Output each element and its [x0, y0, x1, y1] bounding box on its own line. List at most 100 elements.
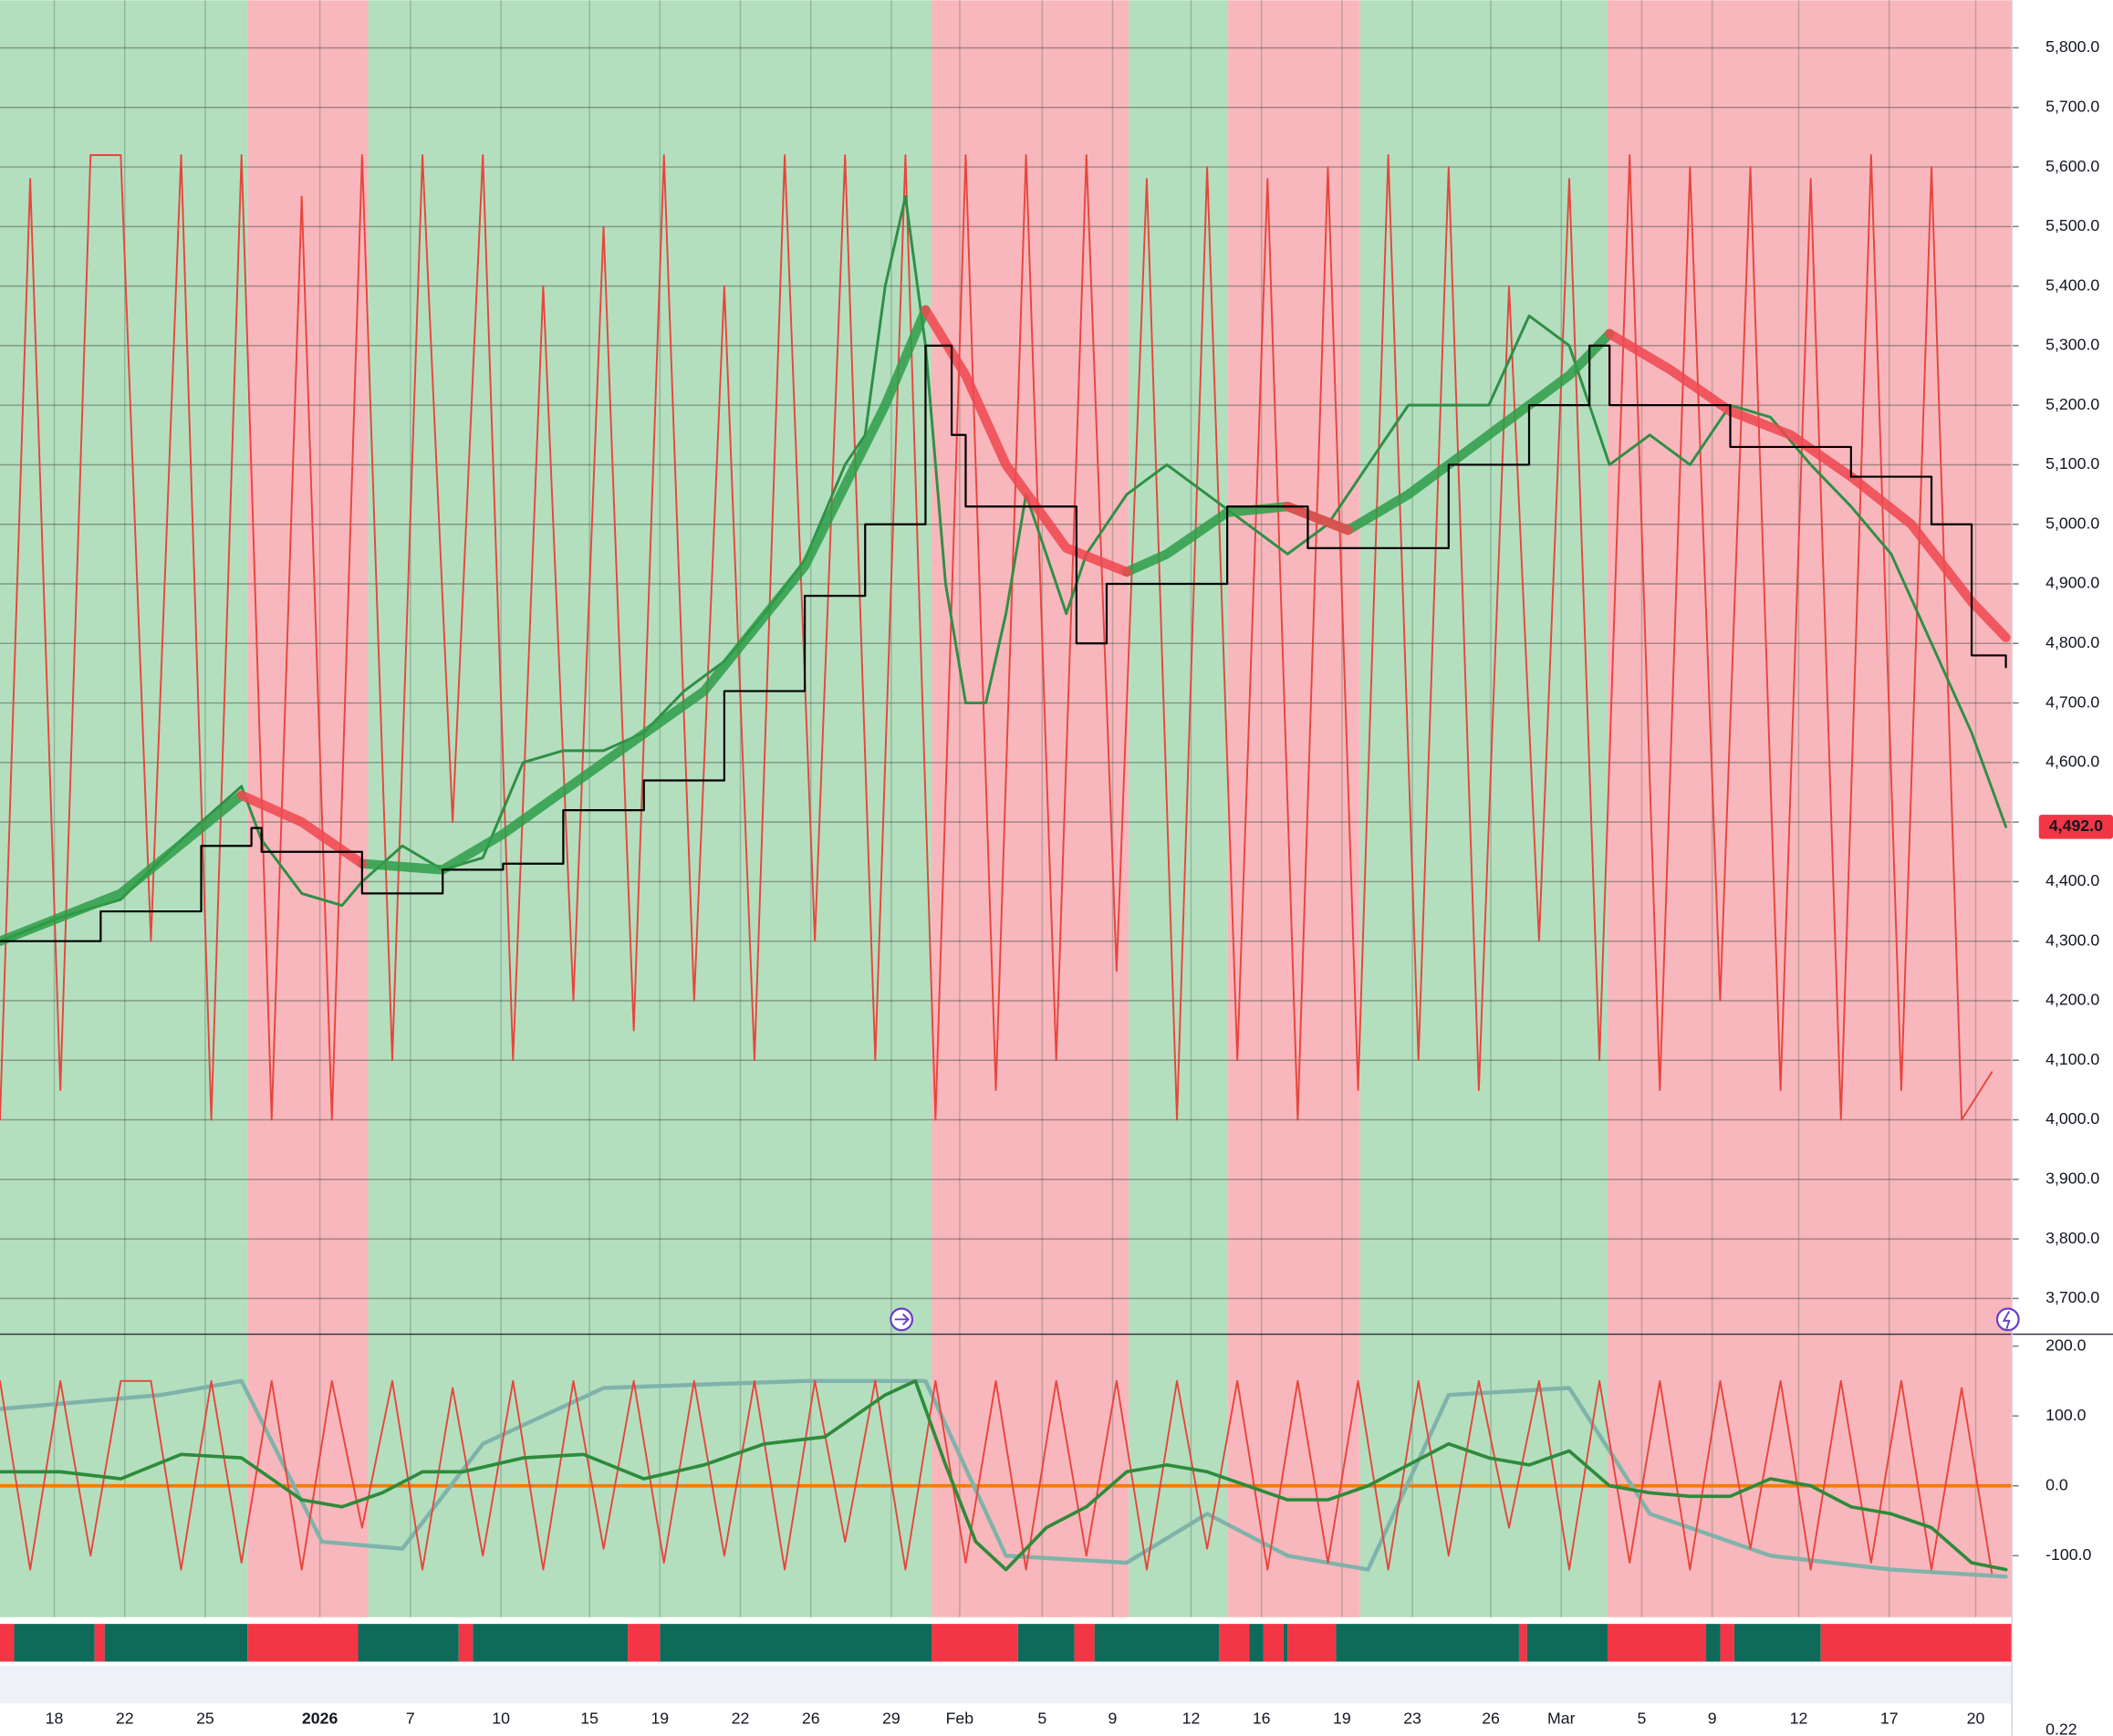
y-tick-label: 4,000.0: [2045, 1109, 2099, 1128]
labels: 18 22 25 2026 7 10 15 19 22 26 29 Feb 5 9 12 16 19 23 26 Ma…: [0, 37, 2113, 1736]
y-tick-label: 5,500.0: [2045, 216, 2099, 234]
state-segment: [1074, 1624, 1095, 1662]
x-tick-label: 22: [116, 1710, 134, 1728]
backgrounds: [0, 0, 2013, 1617]
y-tick-label: 5,400.0: [2045, 275, 2099, 294]
state-segment: [247, 1624, 359, 1662]
y-tick-label: 4,300.0: [2045, 930, 2099, 949]
state-segment: [1249, 1624, 1264, 1662]
last-price-label: 4,492.0: [2049, 816, 2103, 835]
x-tick-label: 5: [1037, 1710, 1046, 1728]
y-tick-label: 200.0: [2045, 1336, 2086, 1354]
x-tick-label: 10: [492, 1710, 510, 1728]
strip-axis-label: 0.22: [2045, 1720, 2077, 1736]
y-tick-label: 4,400.0: [2045, 871, 2099, 889]
y-tick-label: 3,800.0: [2045, 1229, 2099, 1247]
x-tick-label: 5: [1638, 1710, 1647, 1728]
x-tick-label: 25: [196, 1710, 214, 1728]
x-tick-label: 15: [580, 1710, 599, 1728]
state-segment: [1518, 1624, 1527, 1662]
state-segment: [0, 1624, 15, 1662]
grid: [0, 0, 2013, 1617]
regime-background: [1607, 0, 2013, 1617]
series-line: [0, 344, 2007, 942]
state-segment: [660, 1624, 932, 1662]
state-segment: [458, 1624, 474, 1662]
state-segment: [1263, 1624, 1284, 1662]
x-tick-label: 16: [1253, 1710, 1271, 1728]
x-axis-band: [0, 1665, 2013, 1704]
state-segment: [1607, 1624, 1707, 1662]
x-tick-label: 12: [1790, 1710, 1808, 1728]
y-tick-label: 4,200.0: [2045, 991, 2099, 1009]
last-price-box: [2038, 815, 2113, 839]
regime-background: [0, 0, 248, 1617]
x-tick-label: 19: [651, 1710, 669, 1728]
series-line: [0, 1378, 2008, 1579]
state-segment: [94, 1624, 105, 1662]
y-tick-label: 5,100.0: [2045, 454, 2099, 473]
y-tick-label: 5,300.0: [2045, 336, 2099, 354]
state-segment: [358, 1624, 459, 1662]
regime-background: [1227, 0, 1360, 1617]
x-tick-label: 7: [406, 1710, 415, 1728]
y-tick-label: 5,600.0: [2045, 157, 2099, 175]
state-segment: [1283, 1624, 1288, 1662]
state-segment: [1820, 1624, 2013, 1662]
state-segment: [1219, 1624, 1250, 1662]
x-tick-label: 20: [1967, 1710, 1985, 1728]
y-tick-label: 100.0: [2045, 1406, 2086, 1424]
y-tick-label: 4,100.0: [2045, 1050, 2099, 1068]
state-segment: [1336, 1624, 1519, 1662]
x-tick-label: 2026: [302, 1710, 338, 1728]
x-tick-label: Feb: [946, 1710, 974, 1728]
series-line: [0, 154, 1993, 1121]
state-segment: [1720, 1624, 1734, 1662]
y-tick-label: 4,700.0: [2045, 692, 2099, 711]
event-icon[interactable]: [1995, 1307, 2020, 1332]
series-line: [0, 1379, 1993, 1575]
state-segment: [1287, 1624, 1337, 1662]
y-tick-label: 4,900.0: [2045, 574, 2099, 592]
y-tick-label: 5,800.0: [2045, 37, 2099, 56]
x-tick-label: 19: [1333, 1710, 1351, 1728]
y-tick-label: 3,900.0: [2045, 1169, 2099, 1188]
x-tick-label: Mar: [1547, 1710, 1576, 1728]
x-tick-label: 22: [732, 1710, 750, 1728]
x-tick-label: 29: [882, 1710, 900, 1728]
y-tick-label: 5,700.0: [2045, 97, 2099, 115]
x-tick-label: 26: [802, 1710, 820, 1728]
y-tick-label: 5,200.0: [2045, 395, 2099, 413]
series-line: [236, 305, 2011, 868]
event-icon-glyph: [894, 1313, 910, 1325]
state-segment: [1706, 1624, 1721, 1662]
x-tick-label: 12: [1182, 1710, 1201, 1728]
state-segment: [1526, 1624, 1608, 1662]
y-tick-label: 4,800.0: [2045, 633, 2099, 651]
series-line: [0, 195, 2008, 943]
x-tick-label: 18: [46, 1710, 64, 1728]
y-tick-label: 4,600.0: [2045, 753, 2099, 771]
state-segment: [628, 1624, 661, 1662]
x-tick-label: 23: [1403, 1710, 1421, 1728]
state-segment: [14, 1624, 95, 1662]
regime-background: [1359, 0, 1608, 1617]
series-line: [0, 1378, 2008, 1572]
x-tick-label: 26: [1482, 1710, 1500, 1728]
x-tick-label: 17: [1880, 1710, 1899, 1728]
regime-background: [368, 0, 932, 1617]
regime-background: [932, 0, 1129, 1617]
y-tick-label: 5,000.0: [2045, 514, 2099, 532]
x-tick-label: 9: [1708, 1710, 1717, 1728]
y-tick-label: -100.0: [2045, 1545, 2091, 1564]
state-segment: [1733, 1624, 1821, 1662]
y-tick-label: 3,700.0: [2045, 1288, 2099, 1306]
state-segment: [1094, 1624, 1220, 1662]
state-segment: [1017, 1624, 1075, 1662]
series: [0, 154, 2013, 1579]
state-segment: [104, 1624, 248, 1662]
state-segment: [932, 1624, 1018, 1662]
